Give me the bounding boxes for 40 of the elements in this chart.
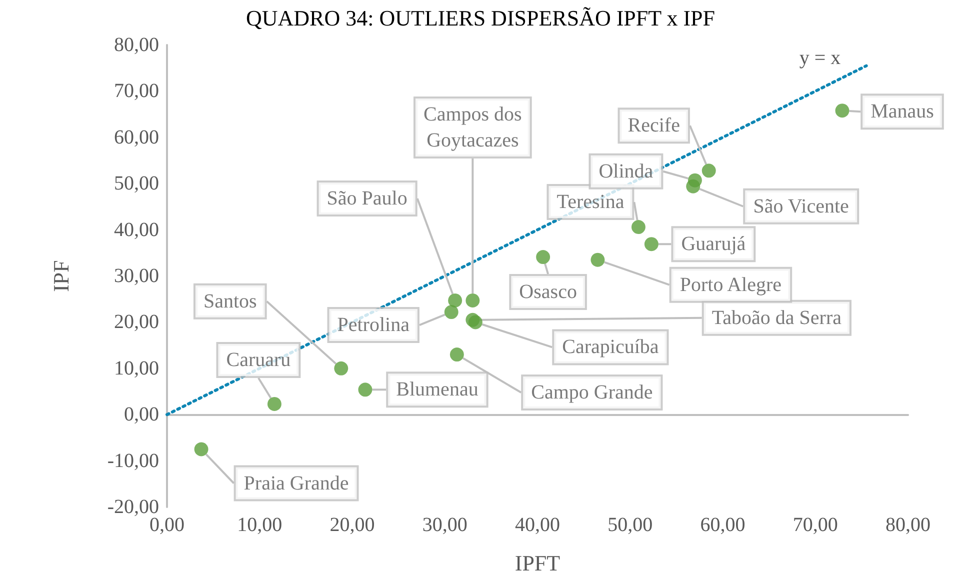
y-tick-label: 10,00 [114, 357, 159, 380]
series-label: Olinda [598, 160, 654, 182]
series-label: Petrolina [337, 314, 410, 336]
x-tick-label: 40,00 [515, 514, 560, 536]
series-label: Guarujá [681, 233, 746, 256]
y-tick-label: -10,00 [107, 450, 159, 472]
x-axis-title: IPFT [514, 550, 561, 576]
y-tick-label: 0,00 [124, 404, 159, 426]
text: Santos [203, 290, 258, 312]
text: Porto Alegre [680, 274, 782, 296]
x-tick-label: 10,00 [237, 514, 282, 536]
y-tick-label: 70,00 [114, 80, 159, 102]
x-tick-label: 30,00 [422, 514, 468, 536]
y-tick-label: 60,00 [114, 126, 159, 148]
series-label: Manaus [870, 100, 934, 123]
x-tick-label: 70,00 [792, 514, 838, 536]
x-tick-label: 20,00 [330, 514, 375, 536]
series-label: Blumenau [396, 378, 478, 401]
x-tick-label: 80,00 [886, 514, 930, 536]
x-tick-label: 60,00 [700, 514, 746, 536]
y-tick-label: 30,00 [114, 265, 159, 287]
text: São Paulo [326, 187, 408, 210]
y-tick-label: 40,00 [114, 218, 159, 241]
text: Campos dos Goytacazes [423, 103, 522, 152]
series-label: Osasco [519, 281, 577, 304]
text: Campo Grande [531, 382, 653, 404]
text: São Vicente [753, 195, 850, 218]
series-label: Recife [628, 114, 680, 137]
x-tick-label: 50,00 [608, 514, 653, 536]
text: Carapicuíba [562, 336, 659, 358]
y-axis-title: IPF [48, 260, 74, 292]
text: Taboão da Serra [712, 306, 842, 329]
text: Praia Grande [244, 472, 349, 494]
y-tick-label: 50,00 [114, 172, 159, 195]
y-tick-label: 20,00 [114, 311, 159, 334]
series-label: Caruaru [226, 348, 291, 371]
y-tick-label: 80,00 [114, 34, 159, 56]
series-label: y = x [799, 46, 841, 69]
series-label: Teresina [556, 191, 624, 214]
chart-title: QUADRO 34: OUTLIERS DISPERSÃO IPFT x IPF [246, 6, 715, 30]
